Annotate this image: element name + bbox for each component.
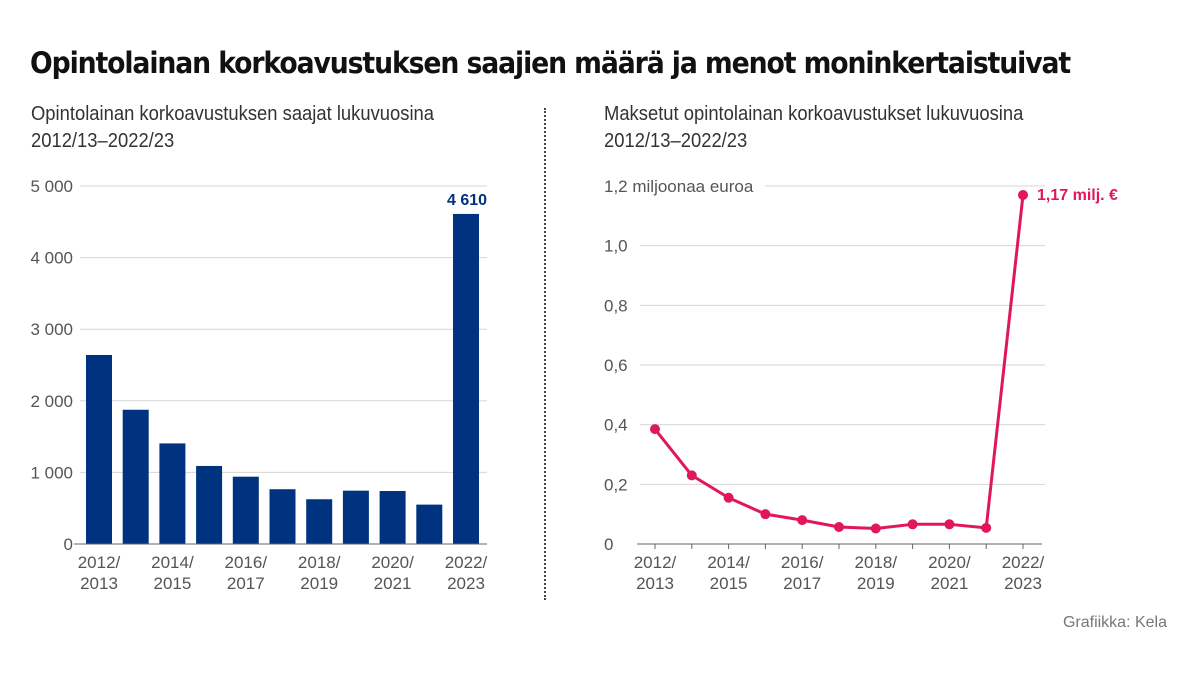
right-x-tick-label-line-1: 2020/	[928, 553, 971, 572]
left-annotations: 4 610	[447, 192, 487, 209]
right-x-tick-label-line-2: 2017	[783, 574, 821, 593]
left-bars	[74, 213, 487, 545]
right-y-tick-label: 0,4	[604, 416, 628, 435]
right-x-tick-label-line-2: 2019	[857, 574, 895, 593]
right-chart-title: Maksetut opintolainan korkoavustukset lu…	[604, 101, 1036, 155]
right-x-tick-label-line-2: 2021	[930, 574, 968, 593]
left-y-tick-label: 0	[64, 535, 73, 554]
right-gridlines	[640, 185, 1045, 485]
bar-2016-2017	[232, 476, 259, 544]
bar-2013-2014	[122, 409, 149, 544]
right-x-tick-label-line-1: 2018/	[855, 553, 898, 572]
right-data-label: 1,17 milj. €	[1037, 187, 1118, 204]
right-points	[650, 189, 1028, 534]
bar-2021-2022	[416, 504, 443, 544]
point-2018-2019	[870, 523, 881, 534]
left-y-tick-label: 3 000	[30, 320, 73, 339]
bar-2018-2019	[306, 499, 333, 544]
right-chart-title-line-2: 2012/13–2022/23	[604, 130, 748, 152]
point-2017-2018	[834, 521, 844, 532]
left-x-tick-label-line-2: 2019	[300, 574, 338, 593]
right-x-tick-label-line-2: 2013	[636, 574, 674, 593]
left-y-tick-label: 2 000	[30, 392, 73, 411]
right-chart-title-line-1: Maksetut opintolainan korkoavustukset lu…	[604, 103, 1024, 125]
right-y-tick-label: 0,8	[604, 296, 628, 315]
right-x-tick-label-line-1: 2022/	[1002, 553, 1045, 572]
right-annotations: 1,17 milj. €	[1037, 187, 1118, 204]
left-y-tick-label: 5 000	[30, 177, 73, 196]
right-y-tick-label: 0,2	[604, 475, 628, 494]
left-x-tick-label-line-1: 2016/	[225, 553, 268, 572]
left-y-axis-labels: 0 1 000 2 000 3 000 4 000 5 000	[30, 177, 73, 554]
right-y-tick-label: 1,2 miljoonaa euroa	[604, 177, 754, 196]
bar-2022-2023	[453, 213, 479, 544]
point-2020-2021	[944, 519, 955, 530]
right-y-tick-label: 1,0	[604, 237, 628, 256]
main-title: Opintolainan korkoavustuksen saajien mää…	[30, 46, 1071, 80]
right-x-tick-label-line-1: 2014/	[707, 553, 750, 572]
left-chart-title-line-2: 2012/13–2022/23	[31, 130, 175, 152]
left-x-tick-label-line-1: 2012/	[78, 553, 121, 572]
bar-2015-2016	[196, 465, 223, 544]
right-x-axis	[637, 543, 1042, 549]
left-data-label: 4 610	[447, 192, 487, 209]
bar-2012-2013	[86, 354, 112, 544]
point-2021-2022	[981, 522, 992, 533]
right-x-tick-label-line-1: 2012/	[634, 553, 677, 572]
point-2013-2014	[686, 470, 697, 481]
right-y-tick-label: 0,6	[604, 356, 628, 375]
right-series-line	[653, 194, 1025, 530]
left-x-tick-label-line-1: 2014/	[151, 553, 194, 572]
left-x-tick-label-line-2: 2023	[447, 574, 485, 593]
left-chart-title-line-1: Opintolainan korkoavustuksen saajat luku…	[31, 103, 435, 125]
chart-divider	[544, 108, 546, 600]
left-x-axis-labels: 2012/2013 2014/2015 2016/2017 2018/2019 2020…	[78, 553, 488, 593]
right-y-axis-labels: 0 0,2 0,4 0,6 0,8 1,0 1,2 miljoonaa euroa	[604, 177, 754, 554]
left-y-tick-label: 1 000	[30, 463, 73, 482]
point-2014-2015	[723, 492, 734, 503]
left-x-tick-label-line-1: 2018/	[298, 553, 341, 572]
point-2022-2023	[1018, 189, 1028, 200]
left-x-tick-label-line-2: 2021	[374, 574, 412, 593]
left-x-tick-label-line-1: 2020/	[371, 553, 414, 572]
bar-2019-2020	[342, 490, 369, 544]
expenses-line	[653, 194, 1025, 530]
right-y-tick-label: 0	[604, 535, 613, 554]
right-x-tick-label-line-2: 2015	[710, 574, 748, 593]
point-2015-2016	[760, 509, 771, 520]
right-x-tick-label-line-2: 2023	[1004, 574, 1042, 593]
credit-text: Grafiikka: Kela	[1062, 614, 1167, 631]
right-x-axis-labels: 2012/2013 2014/2015 2016/2017 2018/2019 2020…	[634, 553, 1045, 593]
left-x-tick-label-line-2: 2013	[80, 574, 118, 593]
right-x-tick-label-line-1: 2016/	[781, 553, 824, 572]
left-x-tick-label-line-2: 2017	[227, 574, 265, 593]
bar-2017-2018	[269, 489, 296, 544]
left-x-tick-label-line-2: 2015	[153, 574, 191, 593]
left-x-tick-label-line-1: 2022/	[445, 553, 488, 572]
left-y-tick-label: 4 000	[30, 249, 73, 268]
point-2016-2017	[797, 515, 808, 526]
point-2012-2013	[650, 424, 660, 435]
bar-2020-2021	[379, 491, 406, 544]
bar-2014-2015	[159, 443, 186, 544]
left-chart-title: Opintolainan korkoavustuksen saajat luku…	[31, 101, 463, 155]
point-2019-2020	[907, 519, 918, 530]
